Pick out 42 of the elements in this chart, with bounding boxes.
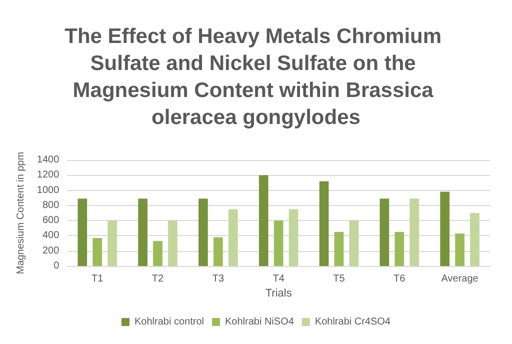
bar: [349, 220, 359, 266]
x-tick-label: T4: [272, 274, 285, 284]
bar: [470, 213, 480, 266]
bar: [288, 209, 298, 266]
bar: [228, 209, 238, 266]
x-tick-label: T1: [92, 274, 104, 284]
y-tick-label: 400: [42, 230, 60, 242]
bar: [380, 198, 390, 266]
bar: [168, 220, 178, 266]
legend-label: Kohlrabi Cr4SO4: [314, 316, 391, 328]
x-axis-title: Trials: [265, 288, 292, 300]
y-tick-label: 1000: [36, 184, 60, 196]
y-tick-label: 0: [54, 260, 60, 272]
bar: [334, 232, 344, 266]
bar: [440, 192, 450, 266]
x-tick-label: Average: [441, 274, 479, 284]
legend-label: Kohlrabi NiSO4: [224, 316, 294, 328]
bar: [153, 241, 162, 266]
bar: [258, 175, 268, 266]
x-tick-label: T3: [212, 274, 224, 284]
bar: [198, 198, 208, 266]
x-tick-label: T2: [152, 274, 164, 284]
y-tick-label: 800: [42, 200, 60, 211]
chart-title: The Effect of Heavy Metals Chromium Sulfate and Nickel Sulfate on the Magnesium Content within Brassica oleracea gongylodes: [64, 25, 448, 129]
bar: [394, 232, 404, 266]
y-axis-title: Magnesium Content in ppm: [16, 152, 26, 274]
bar: [319, 181, 329, 266]
legend-label: Kohlrabi control: [134, 316, 204, 328]
bar: [108, 220, 117, 266]
bar: [213, 237, 223, 266]
bar: [92, 238, 102, 266]
y-tick-label: 200: [42, 245, 60, 256]
x-tick-label: T6: [394, 274, 406, 284]
bar: [455, 233, 464, 266]
bar: [274, 220, 284, 266]
bar: [138, 198, 148, 266]
y-tick-label: 1400: [36, 154, 60, 166]
x-tick-label: T5: [333, 274, 346, 284]
y-tick-label: 600: [42, 215, 60, 226]
bar: [410, 198, 420, 266]
y-tick-label: 1200: [36, 170, 60, 181]
bar: [78, 198, 88, 266]
